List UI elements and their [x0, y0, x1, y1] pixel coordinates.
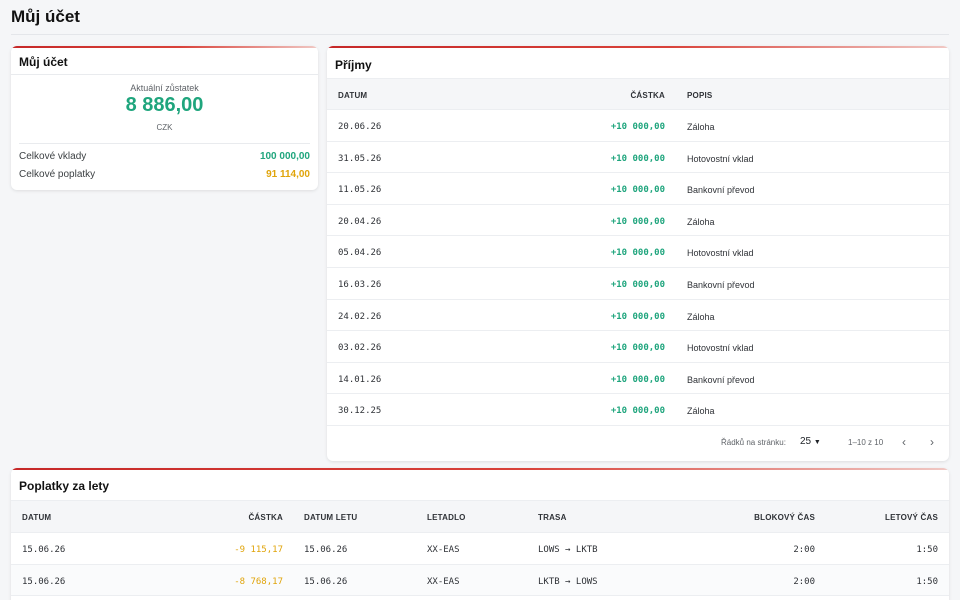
table-row: 20.06.26 +10 000,00 Záloha — [327, 110, 949, 142]
income-description: Bankovní převod — [687, 185, 755, 196]
income-date: 03.02.26 — [338, 343, 382, 354]
table-row: 15.06.26 -9 115,17 15.06.26 XX-EAS LOWS → LK… — [11, 533, 949, 565]
total-fees-value: 91 114,00 — [266, 169, 310, 180]
fee-amount: -8 768,17 — [234, 576, 283, 587]
title-divider — [11, 34, 949, 35]
fee-aircraft: XX-EAS — [427, 576, 460, 587]
rows-per-page-select[interactable]: 25 ▼ — [800, 436, 821, 447]
income-description: Záloha — [687, 216, 715, 227]
column-header-block-time[interactable]: BLOKOVÝ ČAS — [754, 513, 815, 522]
column-header-description[interactable]: POPIS — [687, 91, 713, 100]
table-row: 20.04.26 +10 000,00 Záloha — [327, 205, 949, 237]
table-row: 15.06.26 -8 768,17 15.06.26 XX-EAS LKTB → LO… — [11, 564, 949, 597]
total-deposits-row: Celkové vklady 100 000,00 — [19, 151, 310, 162]
income-amount: +10 000,00 — [610, 374, 665, 385]
income-description: Záloha — [687, 311, 715, 322]
income-amount: +10 000,00 — [610, 280, 665, 290]
column-header-route[interactable]: TRASA — [538, 513, 567, 522]
column-header-aircraft[interactable]: LETADLO — [427, 513, 466, 522]
fee-route: LOWS → LKTB — [538, 545, 598, 555]
page-title: Můj účet — [11, 7, 80, 26]
column-header-date[interactable]: DATUM — [338, 91, 368, 100]
income-amount: +10 000,00 — [610, 185, 665, 196]
fees-table-header: DATUM ČÁSTKA DATUM LETU LETADLO TRASA BL… — [11, 500, 949, 533]
fee-flight-time: 1:50 — [916, 545, 938, 555]
account-card-title: Můj účet — [19, 55, 68, 69]
divider — [19, 143, 310, 144]
income-date: 24.02.26 — [338, 311, 382, 322]
pagination-range: 1–10 z 10 — [848, 438, 884, 447]
total-fees-label: Celkové poplatky — [19, 169, 96, 180]
total-deposits-label: Celkové vklady — [19, 151, 87, 162]
column-header-amount[interactable]: ČÁSTKA — [248, 513, 283, 522]
column-header-flight-date[interactable]: DATUM LETU — [304, 513, 358, 522]
fee-aircraft: XX-EAS — [427, 545, 460, 555]
fee-block-time: 2:00 — [793, 576, 815, 587]
income-date: 05.04.26 — [338, 248, 382, 259]
column-header-date[interactable]: DATUM — [22, 513, 52, 522]
income-amount: +10 000,00 — [610, 248, 665, 259]
caret-down-icon: ▼ — [813, 439, 821, 446]
rows-per-page-value: 25 — [800, 436, 812, 447]
table-row: 11.05.26 +10 000,00 Bankovní převod — [327, 173, 949, 205]
income-amount: +10 000,00 — [610, 216, 665, 227]
balance-label: Aktuální zůstatek — [130, 83, 199, 93]
chevron-left-icon[interactable]: ‹ — [902, 435, 906, 449]
column-header-flight-time[interactable]: LETOVÝ ČAS — [885, 513, 938, 522]
fee-route: LKTB → LOWS — [538, 576, 598, 587]
pagination: Řádků na stránku: 25 ▼ 1–10 z 10 ‹ › — [327, 429, 949, 459]
income-amount: +10 000,00 — [610, 311, 665, 322]
income-date: 16.03.26 — [338, 280, 382, 290]
fee-flight-time: 1:50 — [916, 576, 938, 587]
balance-currency: CZK — [156, 123, 173, 132]
table-row: 24.02.26 +10 000,00 Záloha — [327, 300, 949, 332]
income-description: Hotovostní vklad — [687, 153, 754, 164]
table-row: 30.12.25 +10 000,00 Záloha — [327, 394, 949, 426]
income-amount: +10 000,00 — [610, 122, 665, 132]
income-date: 20.04.26 — [338, 216, 382, 227]
column-header-amount[interactable]: ČÁSTKA — [630, 91, 665, 100]
fee-date: 15.06.26 — [22, 545, 66, 555]
table-row: 05.04.26 +10 000,00 Hotovostní vklad — [327, 236, 949, 268]
income-date: 20.06.26 — [338, 122, 382, 132]
fee-block-time: 2:00 — [793, 545, 815, 555]
income-date: 11.05.26 — [338, 185, 382, 196]
income-amount: +10 000,00 — [610, 343, 665, 354]
income-description: Hotovostní vklad — [687, 248, 754, 259]
account-card: Můj účet Aktuální zůstatek 8 886,00 CZK … — [11, 46, 318, 190]
flight-fees-card-title: Poplatky za lety — [19, 479, 110, 493]
fee-flight-date: 15.06.26 — [304, 545, 348, 555]
income-description: Bankovní převod — [687, 280, 755, 290]
income-description: Záloha — [687, 122, 715, 132]
income-amount: +10 000,00 — [610, 153, 665, 164]
income-date: 30.12.25 — [338, 406, 382, 417]
income-date: 14.01.26 — [338, 374, 382, 385]
income-card-title: Příjmy — [335, 58, 372, 72]
divider — [11, 74, 318, 75]
total-fees-row: Celkové poplatky 91 114,00 — [19, 169, 310, 180]
table-row: 14.01.26 +10 000,00 Bankovní převod — [327, 363, 949, 395]
income-description: Záloha — [687, 406, 715, 417]
table-row: 03.02.26 +10 000,00 Hotovostní vklad — [327, 331, 949, 363]
table-row: 31.05.26 +10 000,00 Hotovostní vklad — [327, 142, 949, 174]
income-description: Hotovostní vklad — [687, 343, 754, 354]
income-table-header: DATUM ČÁSTKA POPIS — [327, 78, 949, 110]
rows-per-page-label: Řádků na stránku: — [721, 438, 786, 447]
total-deposits-value: 100 000,00 — [259, 151, 310, 162]
income-card: Příjmy DATUM ČÁSTKA POPIS 20.06.26 +10 00… — [327, 46, 949, 461]
income-date: 31.05.26 — [338, 153, 382, 164]
fee-flight-date: 15.06.26 — [304, 576, 348, 587]
balance-value: 8 886,00 — [125, 94, 204, 116]
flight-fees-card: Poplatky za lety DATUM ČÁSTKA DATUM LETU… — [11, 468, 949, 600]
chevron-right-icon[interactable]: › — [930, 435, 934, 449]
fee-date: 15.06.26 — [22, 576, 66, 587]
income-amount: +10 000,00 — [610, 406, 665, 417]
table-row: 16.03.26 +10 000,00 Bankovní převod — [327, 268, 949, 300]
income-description: Bankovní převod — [687, 374, 755, 385]
fee-amount: -9 115,17 — [234, 545, 283, 555]
